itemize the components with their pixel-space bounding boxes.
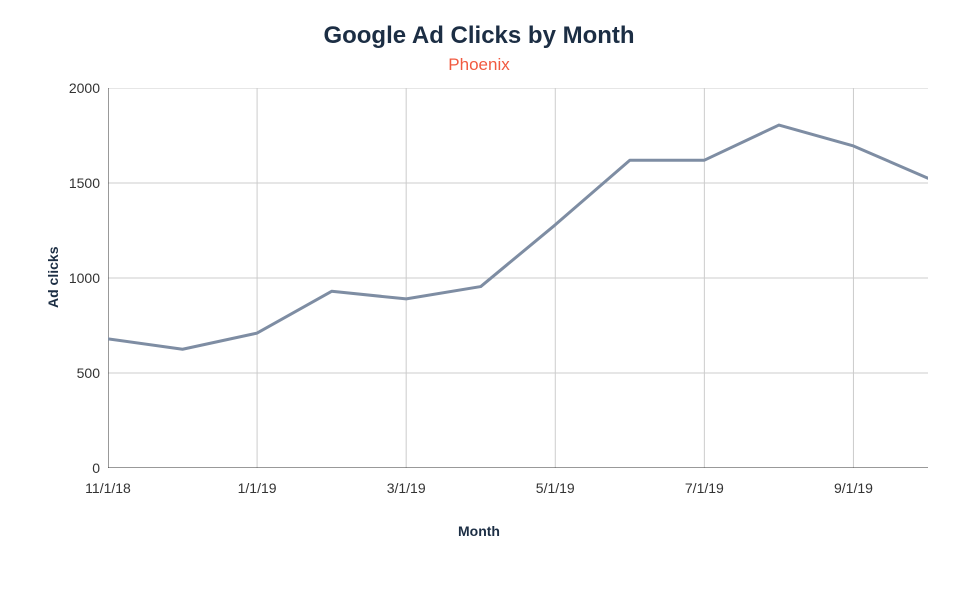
x-tick-label: 5/1/19 [525, 480, 585, 496]
y-tick-label: 1000 [69, 270, 100, 286]
x-axis-label: Month [0, 523, 958, 539]
y-tick-label: 1500 [69, 175, 100, 191]
y-tick-label: 0 [92, 460, 100, 476]
x-tick-label: 11/1/18 [78, 480, 138, 496]
chart-container: { "chart": { "type": "line", "title": "G… [0, 0, 958, 590]
x-tick-label: 7/1/19 [674, 480, 734, 496]
chart-plot [108, 88, 928, 468]
y-tick-label: 500 [77, 365, 100, 381]
y-axis-label: Ad clicks [45, 247, 61, 308]
x-tick-label: 1/1/19 [227, 480, 287, 496]
x-tick-label: 9/1/19 [823, 480, 883, 496]
x-tick-label: 3/1/19 [376, 480, 436, 496]
chart-subtitle: Phoenix [0, 55, 958, 75]
y-tick-label: 2000 [69, 80, 100, 96]
chart-title: Google Ad Clicks by Month [0, 22, 958, 50]
